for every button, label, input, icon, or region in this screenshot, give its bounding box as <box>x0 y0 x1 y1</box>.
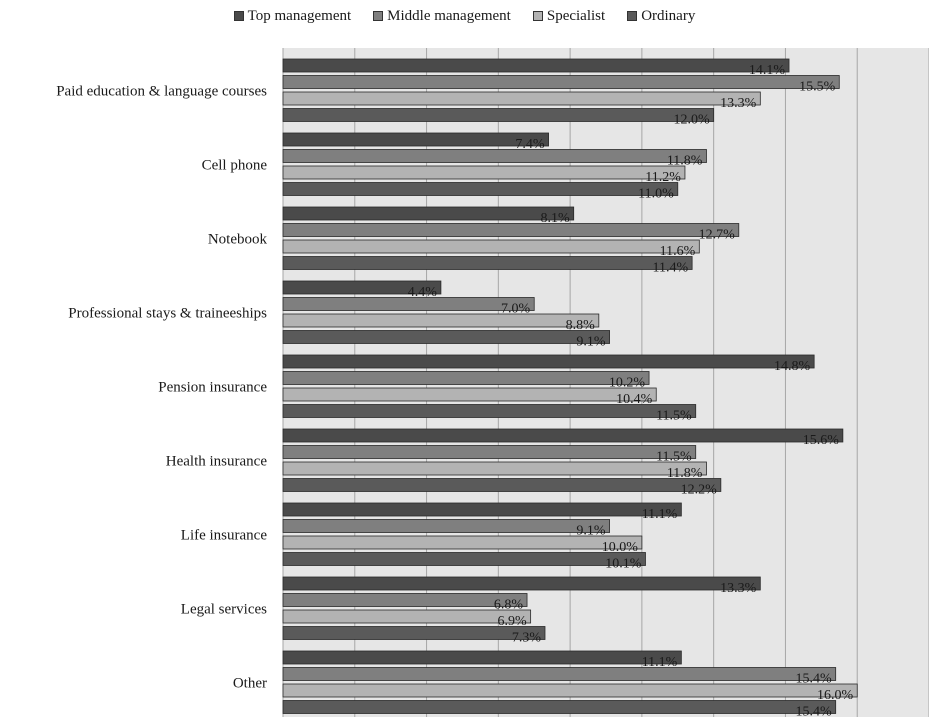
category-label: Cell phone <box>202 157 268 173</box>
bar <box>282 626 546 640</box>
data-label: 7.3% <box>512 631 542 646</box>
data-label: 13.3% <box>720 96 757 111</box>
data-label: 7.0% <box>501 302 531 317</box>
category-label: Other <box>233 675 267 691</box>
bar <box>282 461 707 476</box>
data-label: 4.4% <box>408 285 438 300</box>
data-label: 10.0% <box>602 540 639 555</box>
data-label: 11.1% <box>642 655 678 670</box>
bar <box>282 445 697 459</box>
data-label: 6.8% <box>494 598 524 613</box>
data-label: 8.1% <box>541 211 571 226</box>
bar <box>282 330 610 344</box>
legend-item: Ordinary <box>627 6 695 26</box>
legend-label: Middle management <box>387 7 511 24</box>
bar <box>282 576 761 591</box>
data-label: 11.0% <box>638 187 674 202</box>
legend-swatch <box>373 11 384 21</box>
data-label: 6.9% <box>497 614 527 629</box>
data-label: 15.6% <box>803 433 840 448</box>
data-label: 14.8% <box>774 359 811 374</box>
bar <box>282 593 528 607</box>
bar <box>282 108 715 122</box>
bar <box>282 650 682 665</box>
data-label: 10.1% <box>605 557 642 572</box>
bar <box>282 206 575 221</box>
bar <box>282 535 643 550</box>
data-label: 8.8% <box>566 318 596 333</box>
data-label: 11.4% <box>652 261 688 276</box>
legend-label: Specialist <box>546 7 606 24</box>
bar <box>282 280 442 295</box>
legend-swatch <box>627 11 638 21</box>
data-label: 9.1% <box>576 335 606 350</box>
data-label: 11.1% <box>642 507 678 522</box>
data-label: 12.7% <box>699 228 736 243</box>
data-label: 14.1% <box>749 63 786 78</box>
category-label: Life insurance <box>181 527 268 543</box>
category-label: Legal services <box>181 601 267 617</box>
bar <box>282 165 686 180</box>
data-label: 15.4% <box>796 672 833 687</box>
data-label: 16.0% <box>817 688 854 703</box>
bar <box>282 404 697 418</box>
data-label: 13.3% <box>720 581 757 596</box>
bar <box>282 387 657 402</box>
data-label: 11.8% <box>667 154 703 169</box>
legend-item: Middle management <box>373 6 511 26</box>
bar <box>282 354 815 369</box>
legend-item: Specialist <box>532 6 606 26</box>
data-label: 11.6% <box>660 244 696 259</box>
data-label: 15.5% <box>799 80 836 95</box>
data-label: 11.2% <box>645 170 681 185</box>
bar <box>282 75 840 89</box>
bar <box>282 132 549 147</box>
legend-swatch <box>233 11 244 21</box>
bar <box>282 700 837 714</box>
bar <box>282 552 646 566</box>
bar <box>282 91 761 106</box>
data-label: 11.5% <box>656 450 692 465</box>
bar <box>282 519 610 533</box>
category-label: Pension insurance <box>158 379 267 395</box>
bar <box>282 371 650 385</box>
category-label: Notebook <box>208 231 268 247</box>
data-label: 9.1% <box>576 524 606 539</box>
category-label: Health insurance <box>166 453 268 469</box>
data-label: 12.2% <box>681 483 718 498</box>
data-label: 7.4% <box>515 137 545 152</box>
data-label: 15.4% <box>796 705 833 717</box>
bar <box>282 149 707 163</box>
chart-legend: Top management Middle management Specialis… <box>0 6 929 26</box>
bar <box>282 182 679 196</box>
bar <box>282 667 837 681</box>
category-label: Paid education & language courses <box>56 83 267 99</box>
category-label: Professional stays & traineeships <box>68 305 267 321</box>
data-label: 11.8% <box>667 466 703 481</box>
bar <box>282 683 858 698</box>
bar <box>282 478 722 492</box>
bar <box>282 502 682 517</box>
data-label: 10.4% <box>616 392 653 407</box>
bar <box>282 297 535 311</box>
bar <box>282 313 600 328</box>
bar <box>282 428 844 443</box>
data-label: 10.2% <box>609 376 646 391</box>
legend-label: Ordinary <box>641 7 696 24</box>
legend-swatch <box>532 11 543 21</box>
data-label: 12.0% <box>673 113 710 128</box>
legend-item: Top management <box>233 6 352 26</box>
bar <box>282 58 790 73</box>
bar <box>282 256 693 270</box>
bar <box>282 609 532 624</box>
data-label: 11.5% <box>656 409 692 424</box>
bar <box>282 223 740 237</box>
bar <box>282 239 700 254</box>
legend-label: Top management <box>247 7 352 24</box>
